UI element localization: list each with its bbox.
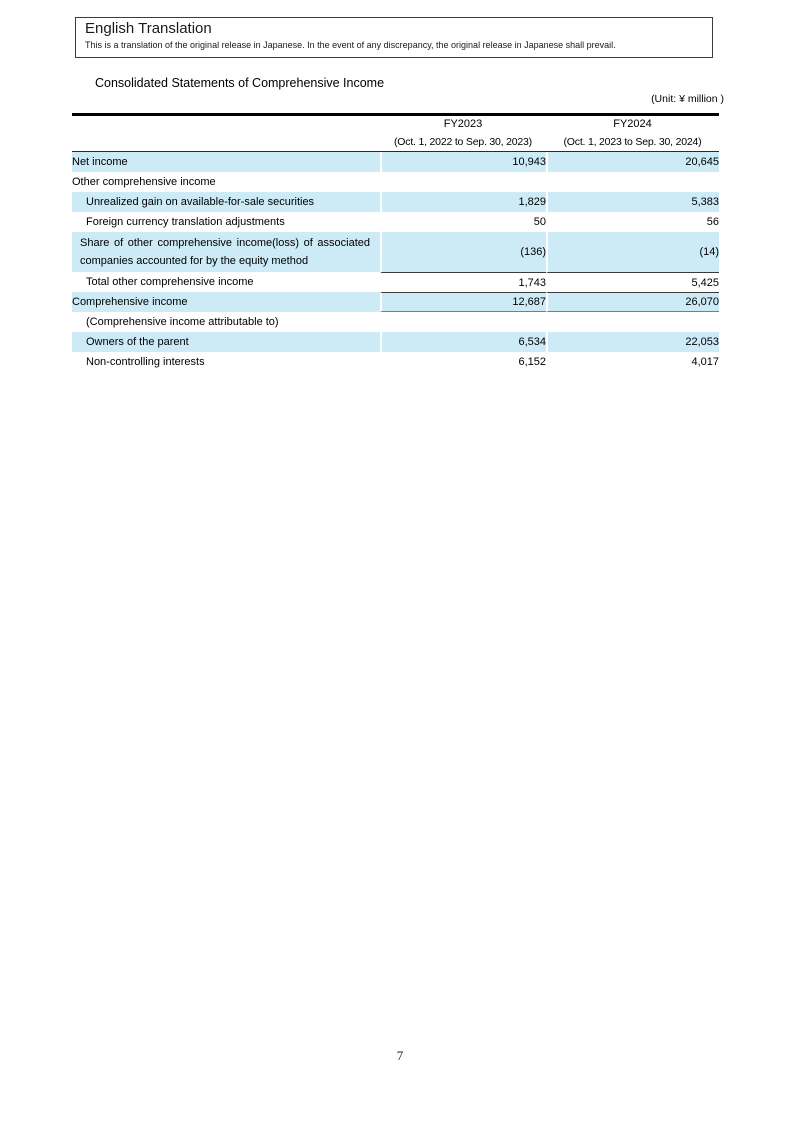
row-value-fy2024: 4,017 <box>546 352 719 372</box>
row-value-fy2024 <box>546 312 719 332</box>
row-value-fy2024: 56 <box>546 212 719 232</box>
row-label: Share of other comprehensive income(loss… <box>72 232 380 272</box>
row-value-fy2024: 22,053 <box>546 332 719 352</box>
table-header-period-row: (Oct. 1, 2022 to Sep. 30, 2023) (Oct. 1,… <box>72 132 719 152</box>
table-row-total-other-comprehensive-income: Total other comprehensive income 1,743 5… <box>72 272 719 292</box>
row-value-fy2024: 5,425 <box>546 272 719 292</box>
row-value-fy2023: 1,743 <box>380 272 546 292</box>
page-title: Consolidated Statements of Comprehensive… <box>95 76 385 90</box>
page-number: 7 <box>396 1048 404 1063</box>
table-row-other-comprehensive-income: Other comprehensive income <box>72 172 719 192</box>
row-value-fy2023: 10,943 <box>380 152 546 172</box>
header-empty-cell <box>72 132 380 152</box>
row-value-fy2023: 6,534 <box>380 332 546 352</box>
unit-label: (Unit: ¥ million ) <box>651 93 724 105</box>
header-empty-cell <box>72 113 380 132</box>
table-row-unrealized-gain: Unrealized gain on available-for-sale se… <box>72 192 719 212</box>
header-period-fy2024: (Oct. 1, 2023 to Sep. 30, 2024) <box>546 132 719 152</box>
row-value-fy2023 <box>380 172 546 192</box>
table-row-share-equity-method: Share of other comprehensive income(loss… <box>72 232 719 272</box>
row-value-fy2024: 20,645 <box>546 152 719 172</box>
table-row-comprehensive-income: Comprehensive income 12,687 26,070 <box>72 292 719 312</box>
row-value-fy2024: 26,070 <box>546 292 719 312</box>
translation-notice-title: English Translation <box>85 20 212 37</box>
row-value-fy2023: (136) <box>380 232 546 272</box>
row-label: Unrealized gain on available-for-sale se… <box>72 192 380 212</box>
row-label: Other comprehensive income <box>72 176 216 188</box>
row-value-fy2024: (14) <box>546 232 719 272</box>
table-row-net-income: Net income 10,943 20,645 <box>72 152 719 172</box>
row-label: Comprehensive income <box>72 292 380 312</box>
translation-notice-box: English Translation This is a translatio… <box>75 17 713 58</box>
row-label: Foreign currency translation adjustments <box>86 216 285 228</box>
row-label: (Comprehensive income attributable to) <box>86 316 279 328</box>
row-label: Owners of the parent <box>72 332 380 352</box>
row-value-fy2023: 6,152 <box>380 352 546 372</box>
comprehensive-income-table: FY2023 FY2024 (Oct. 1, 2022 to Sep. 30, … <box>72 113 719 372</box>
header-fy2024: FY2024 <box>546 113 719 132</box>
table-row-owners-of-parent: Owners of the parent 6,534 22,053 <box>72 332 719 352</box>
row-label: Non-controlling interests <box>86 356 205 368</box>
row-value-fy2024 <box>546 172 719 192</box>
header-period-fy2023: (Oct. 1, 2022 to Sep. 30, 2023) <box>380 132 546 152</box>
table-row-attributable-to: (Comprehensive income attributable to) <box>72 312 719 332</box>
row-value-fy2023: 1,829 <box>380 192 546 212</box>
table-row-foreign-currency: Foreign currency translation adjustments… <box>72 212 719 232</box>
row-label: Net income <box>72 152 380 172</box>
row-label: Total other comprehensive income <box>86 276 254 288</box>
table-header-fy-row: FY2023 FY2024 <box>72 113 719 132</box>
translation-notice-subtitle: This is a translation of the original re… <box>85 40 616 50</box>
table-row-non-controlling-interests: Non-controlling interests 6,152 4,017 <box>72 352 719 372</box>
row-value-fy2023 <box>380 312 546 332</box>
row-value-fy2023: 50 <box>380 212 546 232</box>
row-value-fy2023: 12,687 <box>380 292 546 312</box>
header-fy2023: FY2023 <box>380 113 546 132</box>
row-value-fy2024: 5,383 <box>546 192 719 212</box>
